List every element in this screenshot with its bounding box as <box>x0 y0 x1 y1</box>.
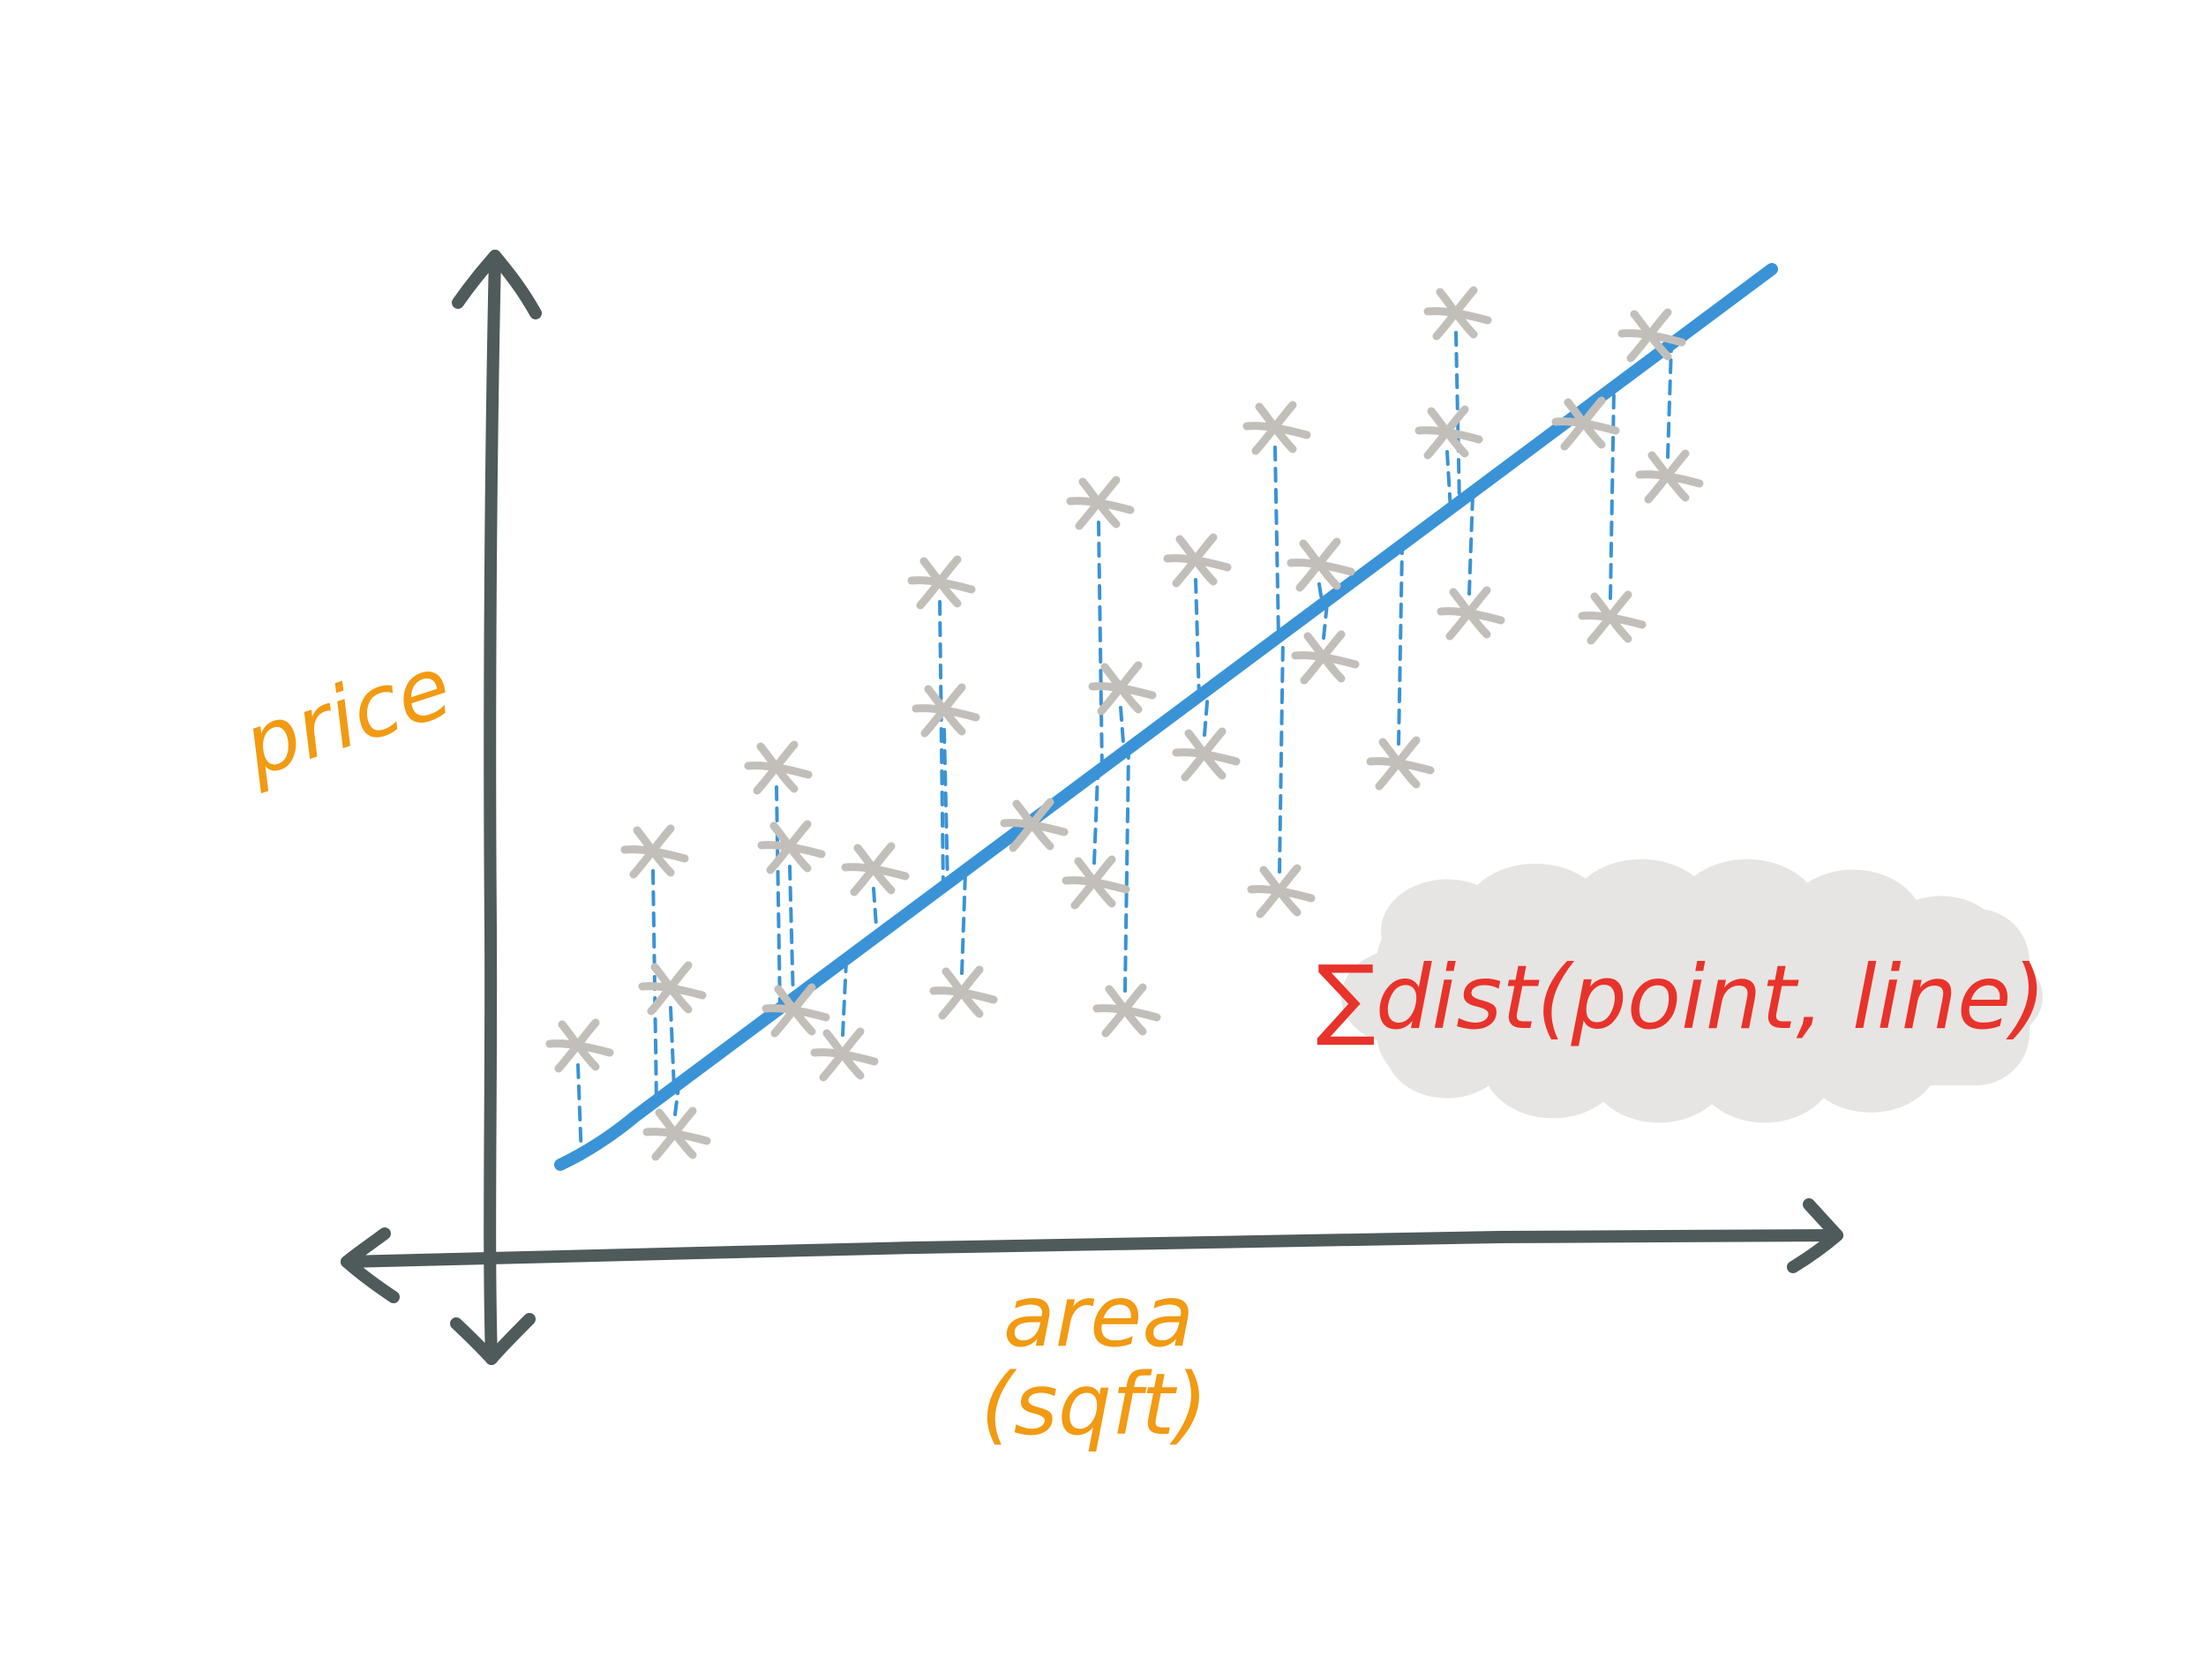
regression-line <box>554 263 1778 1171</box>
data-point-mark <box>757 820 826 874</box>
data-point-mark <box>841 842 910 896</box>
residual-line <box>669 1006 676 1092</box>
data-point-mark <box>1617 308 1686 363</box>
residual-line <box>1467 492 1474 596</box>
residual-lines <box>576 331 1673 1161</box>
data-point-mark <box>1242 401 1311 455</box>
x-axis-unit-label: (sqft) <box>980 1355 1207 1454</box>
data-point-mark <box>620 824 689 879</box>
formula-bubble-lobe <box>1588 1012 1730 1123</box>
residual-line <box>788 865 795 1003</box>
data-point-mark <box>1088 661 1157 716</box>
data-point-mark <box>1000 798 1069 852</box>
data-point-mark <box>1066 476 1135 530</box>
data-point-mark <box>907 555 976 610</box>
residual-line <box>1092 772 1099 865</box>
data-point-mark <box>810 1027 879 1082</box>
residual-line <box>1194 578 1201 701</box>
formula-bubble-lobe <box>1460 863 1610 981</box>
residual-line <box>1119 706 1126 757</box>
data-point-mark <box>1291 630 1360 685</box>
y-axis-label: price <box>231 637 463 797</box>
data-point-mark <box>1062 855 1130 910</box>
data-points <box>545 286 1704 1161</box>
data-point-mark <box>1366 736 1435 791</box>
data-point-mark <box>1437 586 1505 641</box>
formula-bubble-lobe <box>1482 1008 1624 1119</box>
formula-bubble-lobe <box>1385 1001 1509 1099</box>
formula-bubble-lobe <box>1694 1012 1835 1123</box>
formula-bubble-lobe <box>1902 992 2016 1082</box>
data-point-mark <box>1635 449 1704 504</box>
residual-line <box>1278 634 1285 874</box>
data-point-mark <box>642 1106 711 1161</box>
residual-line <box>942 728 949 889</box>
data-point-mark <box>744 740 813 795</box>
residual-line <box>1123 749 1130 993</box>
residual-line <box>576 1063 583 1161</box>
data-point-mark <box>1092 983 1161 1038</box>
formula-bubble-lobe <box>1566 859 1716 977</box>
residual-line <box>1317 582 1324 609</box>
data-point-mark <box>1247 864 1316 919</box>
residual-line <box>938 600 945 891</box>
data-point-mark <box>1172 727 1241 782</box>
data-point-mark <box>1287 537 1355 592</box>
residual-line <box>1273 446 1280 641</box>
data-point-mark <box>545 1018 614 1073</box>
x-axis-label: area <box>1003 1267 1194 1366</box>
residual-line <box>1203 690 1210 737</box>
formula-bubble <box>1341 859 2043 1123</box>
data-point-mark <box>1578 590 1647 645</box>
data-point-mark <box>1163 533 1232 588</box>
formula-bubble-lobe <box>1672 859 1822 977</box>
formula-text: ∑dist(point, line) <box>1316 946 2045 1049</box>
data-point-mark <box>762 983 830 1038</box>
data-point-mark <box>1551 396 1620 451</box>
residual-line <box>1322 601 1329 640</box>
residual-line <box>1666 344 1673 459</box>
residual-line <box>775 785 782 1013</box>
residual-line <box>1097 521 1104 773</box>
y-axis <box>450 250 542 1365</box>
residual-line <box>1397 545 1404 746</box>
data-point-mark <box>929 965 998 1020</box>
x-axis <box>341 1198 1843 1303</box>
data-point-mark <box>1414 405 1483 460</box>
residual-line <box>1609 387 1616 600</box>
data-point-mark <box>638 961 707 1016</box>
residual-line <box>960 871 967 975</box>
data-point-mark <box>912 683 980 738</box>
data-point-mark <box>1423 286 1492 341</box>
residual-line <box>841 959 848 1037</box>
